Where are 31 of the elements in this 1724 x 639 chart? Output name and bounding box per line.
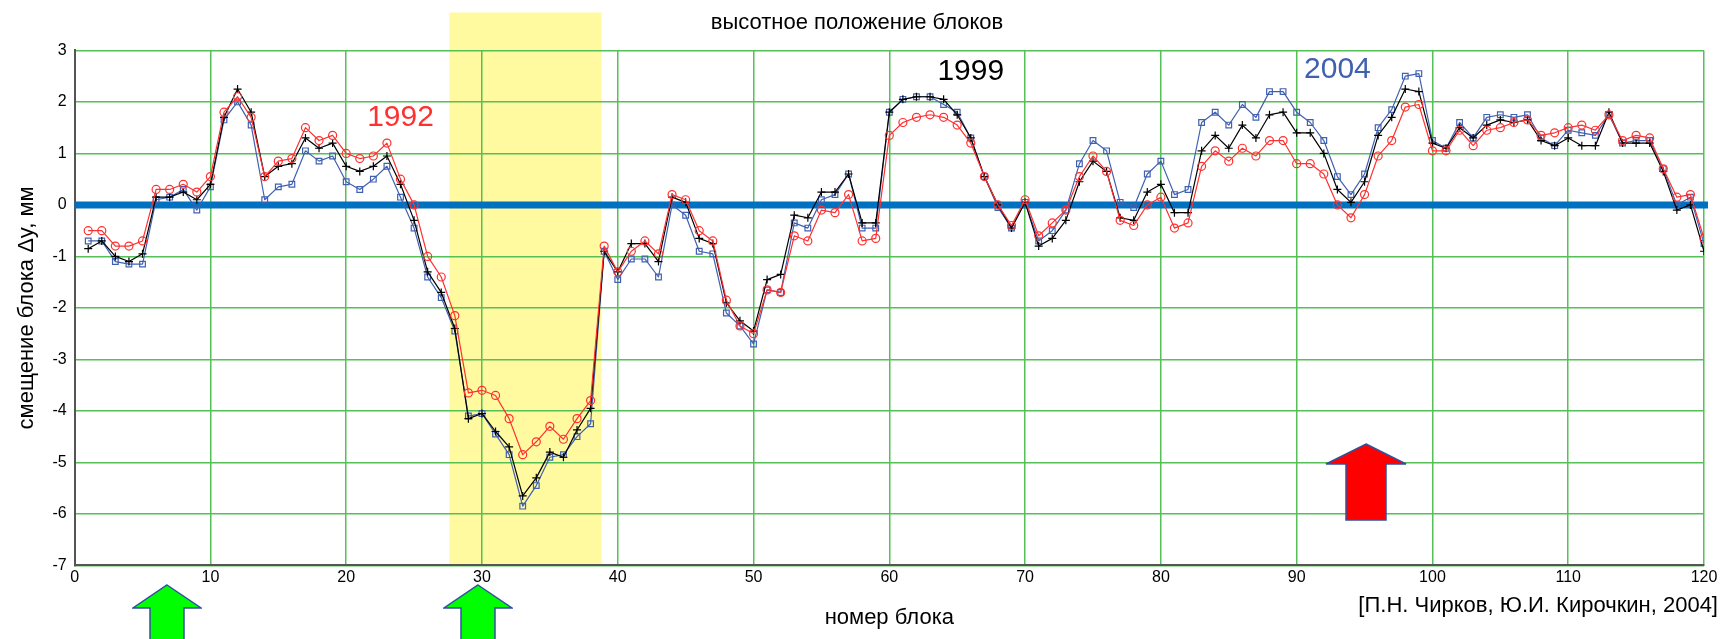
x-tick-label: 90 <box>1287 568 1306 586</box>
x-tick-label: 60 <box>880 568 899 586</box>
y-tick-label: 1 <box>57 143 67 161</box>
x-tick-label: 0 <box>70 568 80 586</box>
y-tick-label: -1 <box>52 246 67 264</box>
x-tick-label: 110 <box>1555 568 1582 586</box>
text: [П.Н. Чирков, Ю.И. Кирочкин, 2004] <box>1358 592 1718 617</box>
y-tick-label: -6 <box>52 504 67 522</box>
x-axis-title: номер блока <box>824 603 955 629</box>
series-label: 2004 <box>1304 50 1371 84</box>
y-tick-label: -7 <box>52 555 67 573</box>
y-tick-label: 2 <box>57 92 67 110</box>
y-tick-label: 3 <box>57 40 67 58</box>
y-tick-label: -4 <box>52 401 67 419</box>
series-label: 1992 <box>367 99 434 133</box>
y-tick-label: -3 <box>52 349 67 367</box>
x-tick-label: 30 <box>473 568 491 586</box>
x-tick-label: 120 <box>1690 568 1718 586</box>
x-tick-label: 40 <box>608 568 627 586</box>
y-axis-title: смещение блока Δy, мм <box>13 186 39 430</box>
chart-title: высотное положение блоков <box>710 9 1004 35</box>
series-label: 1999 <box>937 53 1005 87</box>
x-tick-label: 20 <box>337 568 356 586</box>
x-tick-label: 80 <box>1151 568 1170 586</box>
x-tick-label: 50 <box>744 568 763 586</box>
x-tick-label: 70 <box>1016 568 1035 586</box>
y-tick-label: -5 <box>52 452 67 470</box>
x-tick-label: 100 <box>1419 568 1446 586</box>
y-tick-label: 0 <box>57 195 67 213</box>
y-tick-label: -2 <box>52 298 67 316</box>
x-tick-label: 10 <box>201 568 220 586</box>
